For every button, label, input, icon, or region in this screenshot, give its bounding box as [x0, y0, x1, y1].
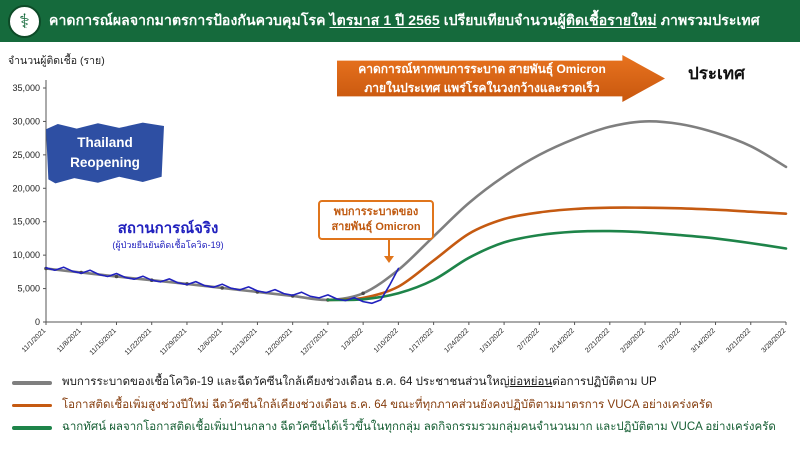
legend-row: ฉากทัศน์ ผลจากโอกาสติดเชื้อเพิ่มปานกลาง … — [12, 421, 788, 435]
banner-line1: คาดการณ์หากพบการระบาด สายพันธุ์ Omicron — [358, 61, 606, 76]
x-tick-label: 11/29/2021 — [159, 327, 188, 356]
y-tick-label: 30,000 — [12, 116, 40, 126]
data-point-marker — [361, 291, 365, 296]
actual-situation-label: สถานการณ์จริง — [117, 220, 219, 237]
x-tick-label: 3/21/2022 — [725, 327, 752, 354]
x-tick-label: 1/3/2022 — [340, 327, 364, 351]
x-tick-label: 12/27/2021 — [300, 327, 330, 357]
infection-forecast-chart: จำนวนผู้ติดเชื้อ (ราย) 0 5,000 10,000 15,000… — [8, 53, 788, 357]
legend-line-swatch — [12, 403, 52, 408]
x-tick-label: 2/21/2022 — [584, 327, 611, 354]
header-bar: ⚕ คาดการณ์ผลจากมาตรการป้องกันควบคุมโรค ไ… — [0, 0, 800, 42]
legend-row: พบการระบาดของเชื้อโควิด-19 และฉีดวัคซีนใ… — [12, 376, 788, 390]
chart-area: จำนวนผู้ติดเชื้อ (ราย) 0 5,000 10,000 15,000… — [0, 42, 800, 365]
x-tick-label: 11/8/2021 — [56, 327, 83, 354]
actual-situation-sublabel: (ผู้ป่วยยืนยันติดเชื้อโควิด-19) — [112, 240, 224, 250]
title-segment: ไตรมาส 1 ปี 2565 — [329, 12, 440, 28]
y-tick-label: 35,000 — [12, 83, 40, 93]
x-tick-label: 1/24/2022 — [443, 327, 470, 354]
scenario-worst-gray-line — [44, 120, 788, 302]
title-segment: ภาพรวมประเทศ — [656, 12, 760, 28]
y-axis-title: จำนวนผู้ติดเชื้อ (ราย) — [8, 53, 105, 67]
callout-pointer-line — [388, 239, 390, 257]
legend-label: พบการระบาดของเชื้อโควิด-19 และฉีดวัคซีนใ… — [62, 375, 657, 388]
data-point-marker — [114, 274, 119, 279]
banner-line2: ภายในประเทศ แพร่โรคในวงกว้างและรวดเร็ว — [364, 80, 600, 95]
actual-confirmed-cases-blue-line — [45, 266, 400, 305]
thailand-reopening-flag: Thailand Reopening — [46, 122, 164, 184]
x-tick-label: 11/15/2021 — [89, 327, 118, 356]
x-tick-label: 12/6/2021 — [197, 327, 224, 354]
callout-pointer-arrow-icon — [384, 256, 394, 263]
x-tick-label: 2/28/2022 — [619, 327, 646, 354]
legend-line-swatch — [12, 381, 52, 385]
y-tick-label: 0 — [35, 317, 40, 327]
x-tick-label: 11/22/2021 — [124, 327, 153, 356]
omicron-forecast-arrow-banner: คาดการณ์หากพบการระบาด สายพันธุ์ Omicron … — [337, 55, 665, 102]
x-tick-label: 1/31/2022 — [479, 327, 506, 354]
omicron-outbreak-callout: พบการระบาดของ สายพันธุ์ Omicron — [318, 200, 434, 240]
x-tick-label: 3/7/2022 — [657, 327, 681, 351]
x-tick-label: 1/10/2022 — [373, 327, 400, 354]
y-tick-label: 5,000 — [17, 284, 40, 294]
x-tick-label: 12/13/2021 — [229, 327, 259, 357]
x-tick-label: 12/20/2021 — [264, 327, 294, 357]
scenario-best-green-line — [326, 229, 788, 302]
callout-line1: พบการระบาดของ — [333, 206, 419, 218]
x-tick-label: 2/7/2022 — [517, 327, 541, 351]
data-point-marker — [220, 286, 224, 290]
y-tick-label: 10,000 — [12, 250, 40, 260]
page-title: คาดการณ์ผลจากมาตรการป้องกันควบคุมโรค ไตร… — [49, 10, 760, 32]
scenario-mid-orange-line — [326, 206, 788, 302]
x-tick-label: 3/28/2022 — [760, 327, 787, 354]
y-tick-label: 25,000 — [12, 150, 40, 160]
legend-label: โอกาสติดเชื้อเพิ่มสูงช่วงปีใหม่ ฉีดวัคซี… — [62, 398, 713, 411]
legend-label: ฉากทัศน์ ผลจากโอกาสติดเชื้อเพิ่มปานกลาง … — [62, 421, 776, 434]
x-tick-label: 2/14/2022 — [549, 327, 576, 354]
title-segment: คาดการณ์ผลจากมาตรการป้องกันควบคุมโรค — [49, 12, 330, 28]
flag-line2: Reopening — [70, 155, 140, 170]
x-tick-label: 1/17/2022 — [408, 327, 435, 354]
moph-logo-icon: ⚕ — [8, 4, 41, 38]
region-label: ประเทศ — [688, 64, 745, 83]
callout-line2: สายพันธุ์ Omicron — [331, 220, 421, 233]
legend-row: โอกาสติดเชื้อเพิ่มสูงช่วงปีใหม่ ฉีดวัคซี… — [12, 399, 788, 413]
x-tick-label: 11/1/2021 — [21, 327, 48, 354]
x-tick-label: 3/14/2022 — [690, 327, 717, 354]
title-segment: เปรียบเทียบจำนวน — [439, 12, 558, 28]
legend-line-swatch — [12, 426, 52, 430]
flag-line1: Thailand — [77, 135, 133, 151]
legend: พบการระบาดของเชื้อโควิด-19 และฉีดวัคซีนใ… — [0, 365, 800, 450]
y-tick-label: 20,000 — [12, 183, 40, 193]
title-segment: ผู้ติดเชื้อรายใหม่ — [557, 12, 657, 28]
y-tick-label: 15,000 — [12, 217, 40, 227]
